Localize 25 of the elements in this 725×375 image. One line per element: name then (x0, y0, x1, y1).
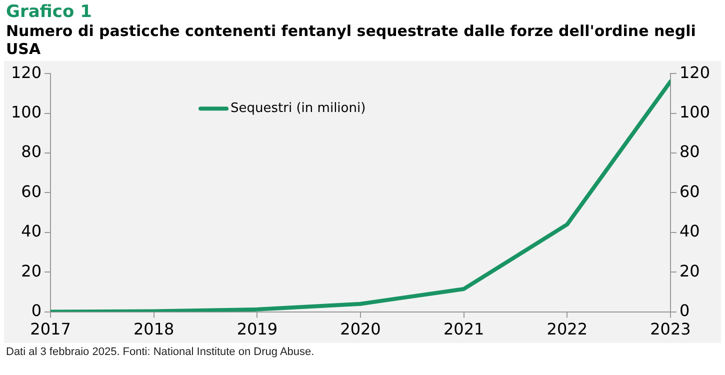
y-tick-label: 120 (10, 62, 42, 82)
y-tick-label: 80 (21, 142, 42, 162)
y-tick-label: 100 (10, 102, 42, 122)
y2-tick-label: 20 (679, 261, 700, 280)
x-tick-label: 2023 (650, 320, 691, 339)
y2-tick-label: 60 (679, 182, 700, 201)
x-tick-label: 2022 (546, 320, 588, 339)
y2-tick-label: 40 (679, 222, 700, 241)
y-tick-label: 0 (31, 300, 42, 320)
x-tick-label: 2020 (340, 320, 381, 339)
y-tick-label: 20 (21, 261, 42, 280)
y2-tick-label: 100 (679, 102, 710, 122)
x-tick-label: 2018 (134, 320, 174, 339)
x-tick-label: 2017 (30, 320, 71, 339)
text: Dati al 3 febbraio 2025. Fonti: National Institute on Drug Abuse. (6, 346, 316, 358)
y-tick-label: 60 (21, 182, 42, 201)
x-tick-label: 2021 (443, 320, 484, 339)
chart-subtitle: Numero di pasticche contenenti fentanyl sequestrate dalle forze dell'ordine negli USA (6, 22, 697, 58)
y2-tick-label: 120 (679, 62, 710, 82)
chart-title: Grafico 1 (6, 2, 93, 22)
legend-label: Sequestri (in milioni) (230, 100, 366, 116)
y2-tick-label: 0 (679, 300, 690, 320)
x-tick-label: 2019 (236, 320, 278, 339)
y2-tick-label: 80 (679, 142, 700, 162)
y-tick-label: 40 (21, 222, 42, 241)
